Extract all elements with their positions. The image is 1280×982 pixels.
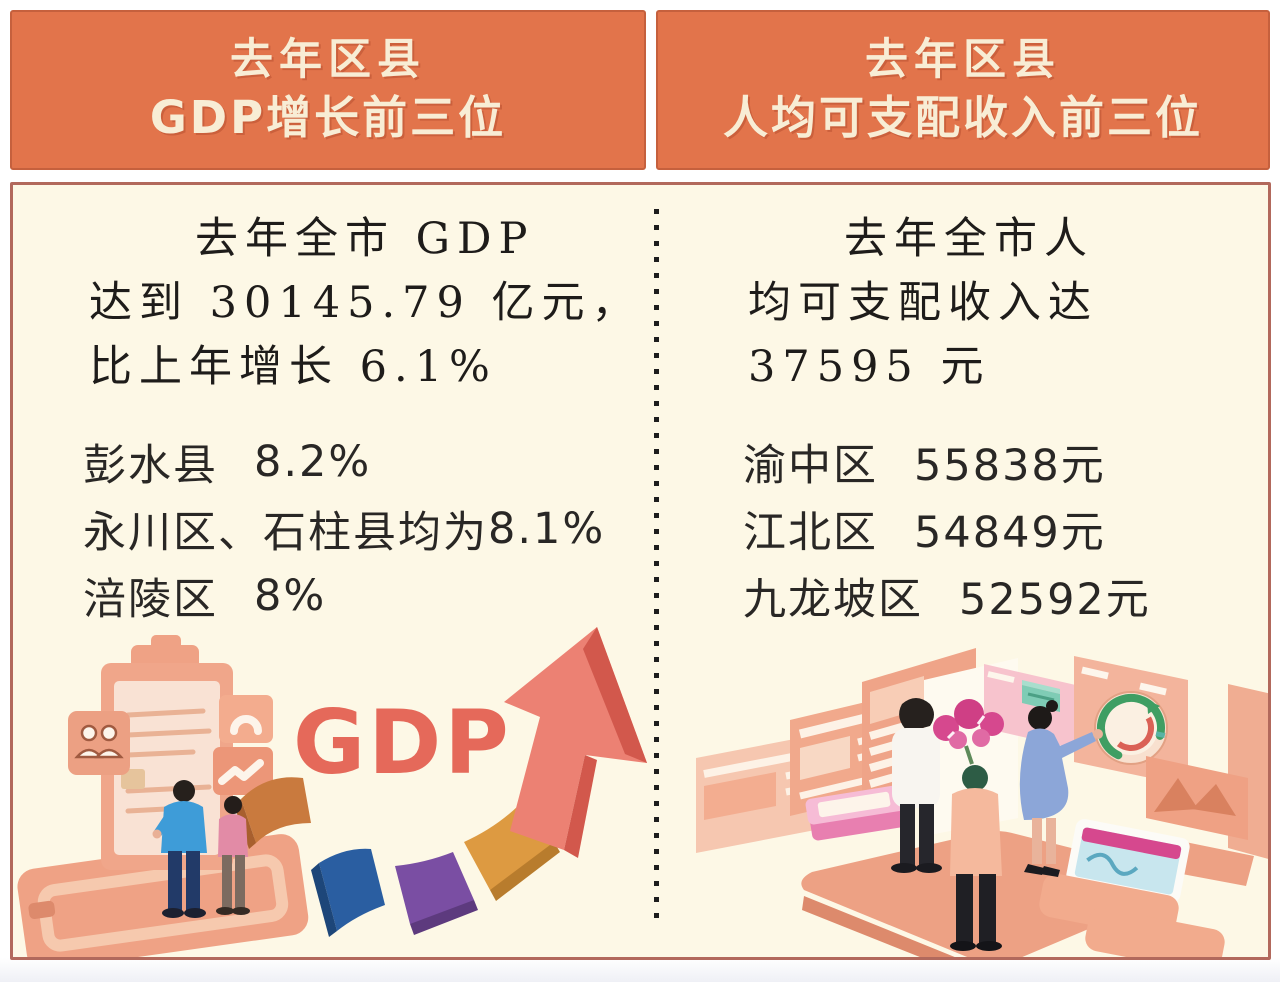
left-intro-line2: 达到 30145.79 亿元， (89, 278, 642, 328)
people-icon (74, 724, 124, 759)
team-card (68, 711, 130, 775)
right-header-line2: 人均可支配收入前三位 (722, 91, 1203, 144)
person-blue-dress (1019, 700, 1103, 877)
sticky-note (121, 769, 145, 789)
flower-bouquet (933, 699, 1004, 765)
region-label: 彭水县 (83, 440, 218, 491)
gauge-chart (1094, 691, 1168, 765)
gdp-label: GDP (293, 691, 512, 794)
region-label: 九龙坡区 (743, 574, 923, 625)
person-pink-shirt (216, 796, 250, 915)
growth-arrow (504, 627, 647, 858)
value-label: 52592元 (959, 574, 1151, 625)
magnet-card (219, 695, 273, 743)
left-intro-line1: 去年全市 GDP (195, 214, 535, 264)
right-intro-line2: 均可支配收入达 (748, 278, 1098, 328)
mountain-panel (1146, 756, 1248, 840)
person-blue-shirt (152, 780, 207, 918)
right-ranking-list: 渝中区 55838元 江北区 54849元 九龙坡区 52592元 (743, 428, 1151, 629)
value-label: 55838元 (914, 440, 1106, 491)
right-header: 去年区县 人均可支配收入前三位 (656, 10, 1270, 170)
left-header-line1: 去年区县 (230, 35, 426, 85)
dotted-divider (654, 209, 659, 921)
pink-books (805, 785, 910, 841)
body-panel: 去年全市 GDP 达到 30145.79 亿元， 比上年增长 6.1% 彭水县 … (10, 182, 1271, 960)
left-header: 去年区县 GDP增长前三位 (10, 10, 646, 170)
value-label: 8.1% (488, 503, 606, 554)
value-label: 8% (254, 570, 327, 621)
cash-panel (984, 664, 1080, 750)
gdp-growth-illustration: GDP (17, 627, 647, 957)
region-label: 江北区 (743, 507, 878, 558)
list-item: 涪陵区 8% (83, 562, 605, 629)
person-flowers (933, 699, 1004, 951)
value-label: 54849元 (914, 507, 1106, 558)
region-label: 渝中区 (743, 440, 878, 491)
left-ranking-list: 彭水县 8.2% 永川区、石柱县均为 8.1% 涪陵区 8% (83, 428, 605, 629)
list-item: 渝中区 55838元 (743, 428, 1151, 495)
list-item: 彭水县 8.2% (83, 428, 605, 495)
magnet-icon (230, 715, 262, 735)
list-item: 九龙坡区 52592元 (743, 562, 1151, 629)
steps (1039, 873, 1225, 957)
right-header-line1: 去年区县 (865, 35, 1061, 85)
growth-arc-segment-purple (395, 852, 478, 935)
trend-icon (218, 759, 264, 785)
left-intro: 去年全市 GDP 达到 30145.79 亿元， 比上年增长 6.1% (89, 207, 642, 399)
right-wall (984, 656, 1268, 859)
mountain-chart (1154, 778, 1198, 812)
right-intro-line1: 去年全市人 (844, 214, 1094, 264)
region-label: 永川区、石柱县均为 (83, 507, 488, 558)
list-item: 永川区、石柱县均为 8.1% (83, 495, 605, 562)
tablet (1066, 819, 1190, 903)
right-intro-line3: 37595 元 (748, 342, 991, 392)
list-item: 江北区 54849元 (743, 495, 1151, 562)
person-white-coat (891, 698, 942, 873)
income-illustration (696, 648, 1268, 957)
value-label: 8.2% (254, 436, 372, 487)
news-wall-left (696, 648, 976, 853)
growth-arc-segment-blue (311, 848, 385, 937)
trend-card (213, 747, 273, 795)
right-intro: 去年全市人 均可支配收入达 37595 元 (748, 207, 1098, 399)
left-intro-line3: 比上年增长 6.1% (89, 342, 497, 392)
left-header-line2: GDP增长前三位 (149, 91, 507, 144)
region-label: 涪陵区 (83, 574, 218, 625)
